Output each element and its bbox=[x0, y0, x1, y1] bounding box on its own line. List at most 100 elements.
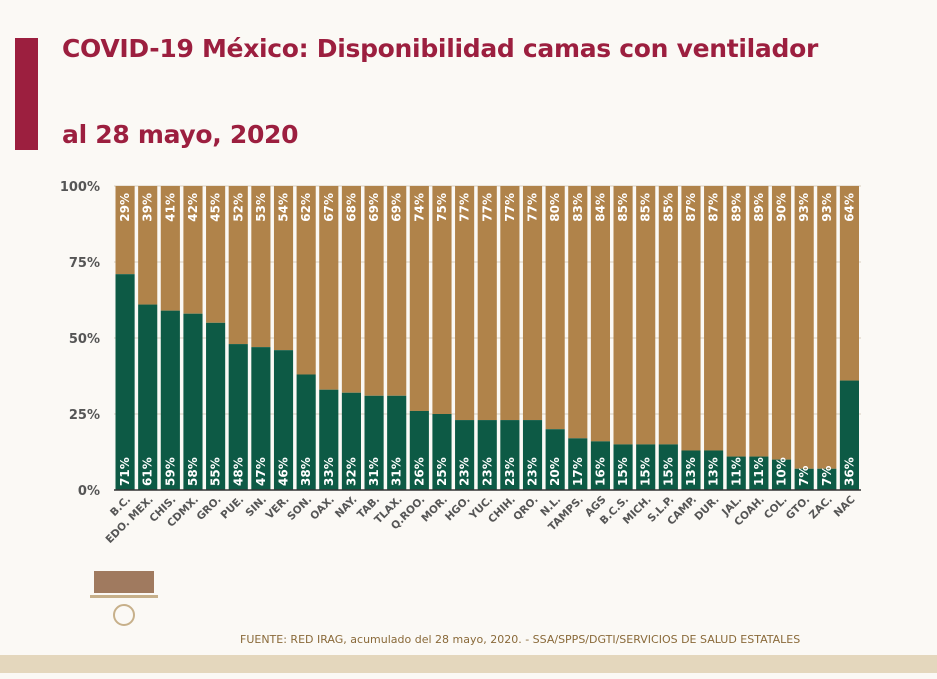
bar-available bbox=[500, 186, 520, 421]
bar-available bbox=[409, 186, 429, 411]
y-tick-label: 100% bbox=[60, 180, 100, 195]
source-footnote: FUENTE: RED IRAG, acumulado del 28 mayo,… bbox=[240, 633, 801, 646]
bar-occupied bbox=[839, 380, 859, 490]
x-tick-label: COL. bbox=[762, 494, 790, 522]
x-tick-label: NAY. bbox=[333, 494, 360, 521]
value-label-occupied: 7% bbox=[797, 466, 811, 486]
value-label-available: 67% bbox=[322, 193, 336, 222]
value-label-occupied: 59% bbox=[163, 457, 177, 486]
x-tick-label: ZAC. bbox=[807, 494, 835, 522]
value-label-available: 87% bbox=[707, 193, 721, 222]
bar-available bbox=[477, 186, 497, 421]
bar-occupied bbox=[160, 310, 180, 490]
value-label-occupied: 31% bbox=[367, 457, 381, 486]
value-label-occupied: 36% bbox=[842, 457, 856, 486]
bar-available bbox=[749, 186, 769, 457]
bar-available bbox=[273, 186, 294, 351]
bar-occupied bbox=[568, 438, 588, 490]
value-label-occupied: 25% bbox=[435, 457, 449, 486]
value-label-occupied: 31% bbox=[390, 457, 404, 486]
value-label-occupied: 55% bbox=[209, 457, 223, 486]
value-label-available: 53% bbox=[254, 193, 268, 222]
bar-occupied bbox=[319, 389, 339, 490]
bar-occupied bbox=[794, 468, 814, 490]
value-label-available: 62% bbox=[299, 193, 313, 222]
y-tick-label: 75% bbox=[69, 256, 100, 271]
value-label-occupied: 48% bbox=[231, 457, 245, 486]
bar-occupied bbox=[296, 374, 316, 490]
value-label-occupied: 17% bbox=[571, 457, 585, 486]
page-subtitle: al 28 mayo, 2020 bbox=[62, 120, 299, 149]
value-label-occupied: 23% bbox=[480, 457, 494, 486]
footer-band bbox=[0, 655, 937, 673]
y-tick-label: 50% bbox=[69, 332, 100, 347]
bar-available bbox=[726, 186, 746, 457]
value-label-occupied: 16% bbox=[593, 457, 607, 486]
bar-occupied bbox=[522, 420, 543, 490]
bar-occupied bbox=[455, 420, 475, 490]
value-label-occupied: 23% bbox=[503, 457, 517, 486]
accent-bar bbox=[15, 38, 38, 150]
x-tick-label: NAC bbox=[832, 493, 858, 519]
x-tick-label: QRO. bbox=[511, 494, 540, 523]
bar-available bbox=[251, 186, 271, 348]
x-tick-label: HGO. bbox=[443, 494, 473, 524]
value-label-occupied: 15% bbox=[661, 457, 675, 486]
y-tick-label: 25% bbox=[69, 408, 100, 423]
bar-occupied bbox=[726, 456, 746, 490]
value-label-available: 75% bbox=[435, 193, 449, 222]
value-label-available: 83% bbox=[571, 193, 585, 222]
value-label-occupied: 15% bbox=[616, 457, 630, 486]
x-tick-label: SON. bbox=[285, 494, 314, 523]
value-label-occupied: 58% bbox=[186, 457, 200, 486]
bar-available bbox=[183, 186, 203, 314]
value-label-available: 42% bbox=[186, 193, 200, 222]
bar-available bbox=[364, 186, 384, 396]
value-label-available: 39% bbox=[141, 193, 155, 222]
bar-available bbox=[704, 186, 724, 451]
value-label-available: 93% bbox=[820, 193, 834, 222]
bar-occupied bbox=[228, 344, 248, 490]
value-label-occupied: 15% bbox=[639, 457, 653, 486]
bar-available bbox=[115, 186, 135, 275]
x-tick-label: OAX. bbox=[308, 494, 337, 523]
x-tick-label: DUR. bbox=[692, 494, 721, 523]
bar-occupied bbox=[636, 444, 656, 490]
x-tick-label: GTO. bbox=[784, 494, 812, 522]
bar-occupied bbox=[432, 414, 452, 490]
value-label-occupied: 32% bbox=[344, 457, 358, 486]
x-tick-label: MOR. bbox=[419, 494, 450, 525]
bar-available bbox=[341, 186, 361, 393]
bar-available bbox=[794, 186, 814, 469]
value-label-available: 77% bbox=[458, 193, 472, 222]
value-label-available: 69% bbox=[367, 193, 381, 222]
bar-occupied bbox=[138, 304, 158, 490]
bar-occupied bbox=[251, 347, 271, 490]
bar-occupied bbox=[273, 350, 294, 490]
bar-occupied bbox=[590, 441, 610, 490]
bar-occupied bbox=[183, 313, 203, 490]
value-label-available: 77% bbox=[503, 193, 517, 222]
value-label-occupied: 20% bbox=[548, 457, 562, 486]
value-label-occupied: 11% bbox=[729, 457, 743, 486]
bar-occupied bbox=[749, 456, 769, 490]
value-label-occupied: 13% bbox=[707, 457, 721, 486]
bar-available bbox=[296, 186, 316, 375]
bar-occupied bbox=[409, 410, 429, 490]
value-label-occupied: 10% bbox=[775, 457, 789, 486]
value-label-available: 84% bbox=[593, 193, 607, 222]
value-label-available: 89% bbox=[752, 193, 766, 222]
value-label-occupied: 23% bbox=[458, 457, 472, 486]
value-label-available: 77% bbox=[526, 193, 540, 222]
bar-occupied bbox=[387, 395, 407, 490]
x-tick-label: GRO. bbox=[194, 494, 223, 523]
bar-occupied bbox=[477, 420, 497, 490]
bar-available bbox=[681, 186, 701, 451]
bar-available bbox=[206, 186, 226, 323]
value-label-occupied: 38% bbox=[299, 457, 313, 486]
value-label-occupied: 61% bbox=[141, 457, 155, 486]
y-tick-label: 0% bbox=[78, 484, 100, 499]
bar-occupied bbox=[658, 444, 678, 490]
value-label-available: 87% bbox=[684, 193, 698, 222]
bar-occupied bbox=[364, 395, 384, 490]
